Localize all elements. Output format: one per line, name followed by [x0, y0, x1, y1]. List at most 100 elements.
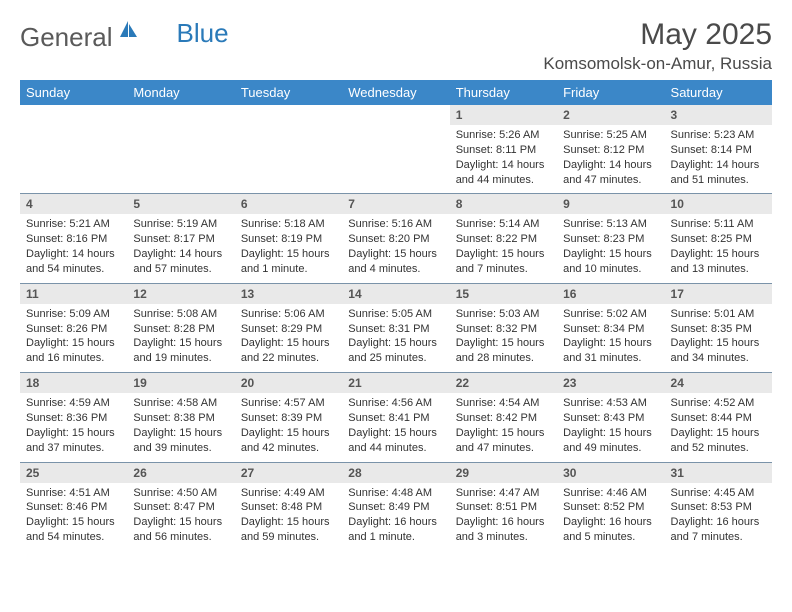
day-info-line: and 10 minutes.	[563, 262, 658, 277]
day-info-line: Daylight: 15 hours	[671, 426, 766, 441]
day-info-line: Sunset: 8:31 PM	[348, 322, 443, 337]
day-info-cell: Sunrise: 5:21 AMSunset: 8:16 PMDaylight:…	[20, 214, 127, 283]
day-info-line: Daylight: 14 hours	[671, 158, 766, 173]
day-info-cell: Sunrise: 4:49 AMSunset: 8:48 PMDaylight:…	[235, 483, 342, 551]
day-number-cell: 30	[557, 462, 664, 483]
day-info-cell: Sunrise: 4:52 AMSunset: 8:44 PMDaylight:…	[665, 393, 772, 462]
day-info-line: Sunset: 8:47 PM	[133, 500, 228, 515]
day-info-line: Daylight: 15 hours	[671, 247, 766, 262]
day-info-line: Sunset: 8:32 PM	[456, 322, 551, 337]
day-number-cell: 7	[342, 194, 449, 215]
day-info-line: Daylight: 15 hours	[241, 336, 336, 351]
day-info-line: and 3 minutes.	[456, 530, 551, 545]
day-number-cell: 27	[235, 462, 342, 483]
day-info-line: Sunset: 8:36 PM	[26, 411, 121, 426]
day-number-cell: 16	[557, 283, 664, 304]
day-info-line: and 59 minutes.	[241, 530, 336, 545]
day-number-cell: 10	[665, 194, 772, 215]
day-info-row: Sunrise: 4:59 AMSunset: 8:36 PMDaylight:…	[20, 393, 772, 462]
day-info-line: Daylight: 15 hours	[241, 426, 336, 441]
day-info-line: Daylight: 15 hours	[456, 426, 551, 441]
day-info-line: Daylight: 15 hours	[348, 426, 443, 441]
day-info-line: Sunrise: 5:05 AM	[348, 307, 443, 322]
day-info-line: and 1 minute.	[241, 262, 336, 277]
day-info-cell: Sunrise: 4:59 AMSunset: 8:36 PMDaylight:…	[20, 393, 127, 462]
day-info-line: Sunrise: 5:21 AM	[26, 217, 121, 232]
day-info-line: and 44 minutes.	[456, 173, 551, 188]
day-number-row: 18192021222324	[20, 373, 772, 394]
day-info-cell: Sunrise: 5:23 AMSunset: 8:14 PMDaylight:…	[665, 125, 772, 194]
day-number-cell: 15	[450, 283, 557, 304]
day-info-line: and 47 minutes.	[563, 173, 658, 188]
day-info-line: and 28 minutes.	[456, 351, 551, 366]
day-info-line: Sunrise: 4:46 AM	[563, 486, 658, 501]
day-info-line: and 56 minutes.	[133, 530, 228, 545]
day-info-line: and 57 minutes.	[133, 262, 228, 277]
day-info-line: Sunrise: 5:03 AM	[456, 307, 551, 322]
day-info-line: and 22 minutes.	[241, 351, 336, 366]
day-info-line: Daylight: 15 hours	[241, 515, 336, 530]
day-info-line: and 54 minutes.	[26, 262, 121, 277]
day-info-cell: Sunrise: 5:02 AMSunset: 8:34 PMDaylight:…	[557, 304, 664, 373]
day-info-line: Sunrise: 4:56 AM	[348, 396, 443, 411]
day-info-line: and 13 minutes.	[671, 262, 766, 277]
day-number-cell: 23	[557, 373, 664, 394]
day-info-line: and 51 minutes.	[671, 173, 766, 188]
day-info-line: Sunrise: 5:11 AM	[671, 217, 766, 232]
day-info-line: and 47 minutes.	[456, 441, 551, 456]
day-info-line: Sunset: 8:52 PM	[563, 500, 658, 515]
day-info-line: Sunset: 8:26 PM	[26, 322, 121, 337]
day-info-line: Sunrise: 5:16 AM	[348, 217, 443, 232]
day-info-line: Sunset: 8:42 PM	[456, 411, 551, 426]
day-info-line: and 25 minutes.	[348, 351, 443, 366]
day-number-cell: 20	[235, 373, 342, 394]
day-info-line: and 1 minute.	[348, 530, 443, 545]
weekday-header: Saturday	[665, 80, 772, 105]
day-info-line: Daylight: 15 hours	[133, 336, 228, 351]
logo-text-blue: Blue	[177, 18, 229, 49]
day-info-line: Daylight: 16 hours	[671, 515, 766, 530]
day-info-line: Sunrise: 4:45 AM	[671, 486, 766, 501]
day-info-line: Sunrise: 4:51 AM	[26, 486, 121, 501]
day-info-line: and 54 minutes.	[26, 530, 121, 545]
day-info-line: Sunrise: 5:26 AM	[456, 128, 551, 143]
day-number-cell: 1	[450, 105, 557, 125]
title-block: May 2025 Komsomolsk-on-Amur, Russia	[543, 18, 772, 74]
weekday-header: Friday	[557, 80, 664, 105]
day-info-line: and 16 minutes.	[26, 351, 121, 366]
day-info-line: Sunset: 8:19 PM	[241, 232, 336, 247]
day-info-line: Daylight: 15 hours	[26, 426, 121, 441]
day-info-cell: Sunrise: 4:54 AMSunset: 8:42 PMDaylight:…	[450, 393, 557, 462]
day-number-cell	[342, 105, 449, 125]
day-info-cell: Sunrise: 4:48 AMSunset: 8:49 PMDaylight:…	[342, 483, 449, 551]
day-number-cell: 11	[20, 283, 127, 304]
day-info-line: Sunset: 8:38 PM	[133, 411, 228, 426]
day-info-cell: Sunrise: 4:51 AMSunset: 8:46 PMDaylight:…	[20, 483, 127, 551]
day-info-cell: Sunrise: 5:13 AMSunset: 8:23 PMDaylight:…	[557, 214, 664, 283]
day-number-row: 123	[20, 105, 772, 125]
day-info-line: Daylight: 14 hours	[456, 158, 551, 173]
day-number-cell: 18	[20, 373, 127, 394]
header: General Blue May 2025 Komsomolsk-on-Amur…	[20, 18, 772, 74]
day-info-cell: Sunrise: 5:11 AMSunset: 8:25 PMDaylight:…	[665, 214, 772, 283]
day-info-cell: Sunrise: 5:26 AMSunset: 8:11 PMDaylight:…	[450, 125, 557, 194]
day-info-line: Sunrise: 4:48 AM	[348, 486, 443, 501]
day-info-line: Sunset: 8:44 PM	[671, 411, 766, 426]
weekday-header: Sunday	[20, 80, 127, 105]
day-info-cell: Sunrise: 5:01 AMSunset: 8:35 PMDaylight:…	[665, 304, 772, 373]
day-info-cell	[342, 125, 449, 194]
day-info-line: Daylight: 15 hours	[241, 247, 336, 262]
day-info-line: Sunset: 8:17 PM	[133, 232, 228, 247]
day-info-line: Sunset: 8:16 PM	[26, 232, 121, 247]
day-number-cell: 19	[127, 373, 234, 394]
day-info-line: Sunrise: 5:02 AM	[563, 307, 658, 322]
day-info-line: and 7 minutes.	[456, 262, 551, 277]
day-info-line: and 52 minutes.	[671, 441, 766, 456]
day-info-line: Sunset: 8:51 PM	[456, 500, 551, 515]
day-info-line: Sunset: 8:43 PM	[563, 411, 658, 426]
weekday-header-row: Sunday Monday Tuesday Wednesday Thursday…	[20, 80, 772, 105]
day-info-line: and 37 minutes.	[26, 441, 121, 456]
day-info-cell: Sunrise: 5:05 AMSunset: 8:31 PMDaylight:…	[342, 304, 449, 373]
day-number-cell	[127, 105, 234, 125]
logo-text-general: General	[20, 22, 113, 53]
